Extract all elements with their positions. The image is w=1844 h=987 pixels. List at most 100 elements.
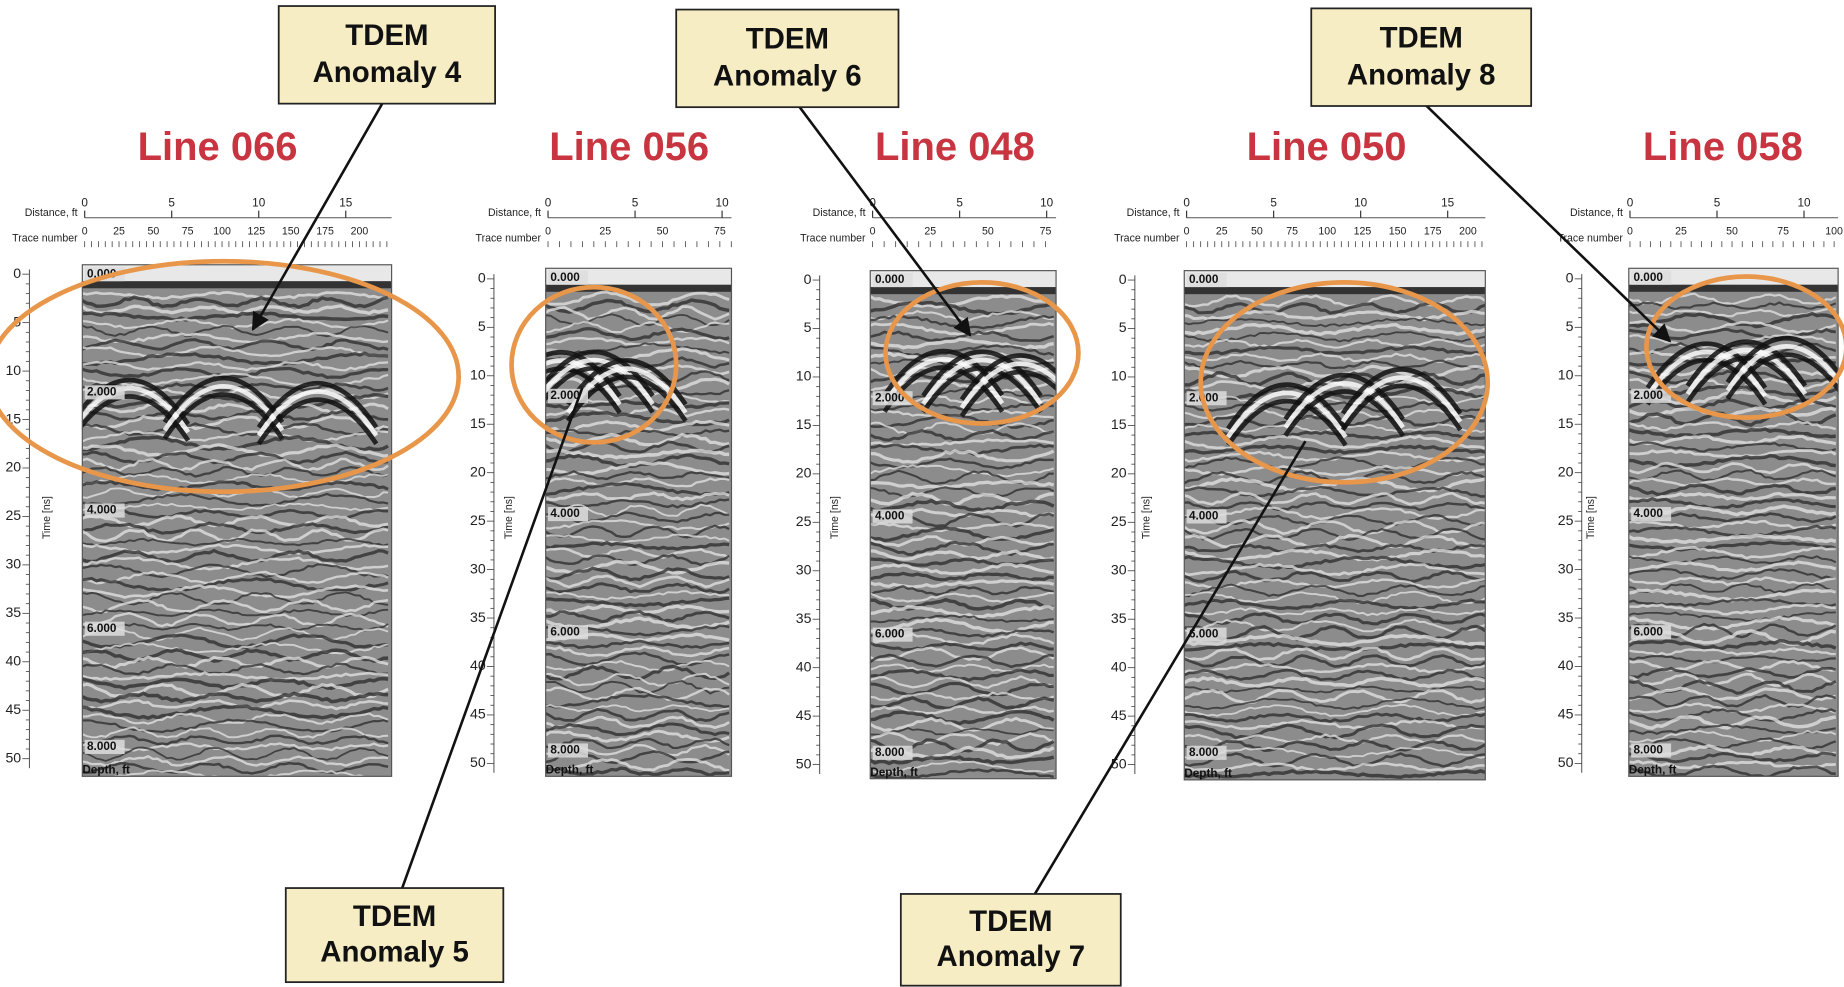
trace-tick-label: 75 (714, 226, 726, 238)
depth-tick-label: 4.000 (1189, 510, 1219, 523)
distance-tick-label: 5 (168, 197, 175, 210)
distance-tick-label: 10 (716, 197, 730, 210)
depth-tick-label: 4.000 (875, 510, 905, 523)
time-tick-label: 25 (1111, 513, 1127, 529)
line-title: Line 056 (549, 125, 709, 169)
time-tick-label: 0 (1119, 271, 1127, 287)
time-tick-label: 15 (470, 415, 486, 431)
trace-label: Trace number (12, 233, 78, 245)
time-tick-label: 40 (5, 653, 21, 669)
time-tick-label: 20 (796, 465, 812, 481)
distance-label: Distance, ft (488, 207, 541, 219)
depth-tick-label: 6.000 (1633, 625, 1663, 638)
time-tick-label: 10 (470, 367, 486, 383)
time-tick-label: 45 (1111, 707, 1127, 723)
distance-label: Distance, ft (813, 207, 866, 219)
callout-text: Anomaly 6 (713, 60, 862, 93)
trace-tick-label: 0 (870, 226, 876, 238)
distance-label: Distance, ft (25, 207, 78, 219)
time-tick-label: 50 (5, 749, 21, 765)
trace-tick-label: 100 (1825, 226, 1843, 238)
figure: Line 066Distance, ft051015Trace number02… (0, 0, 1844, 987)
trace-tick-label: 25 (1216, 226, 1228, 238)
distance-tick-label: 5 (1714, 197, 1721, 210)
callout-text: Anomaly 7 (936, 940, 1085, 973)
time-tick-label: 20 (1111, 465, 1127, 481)
time-tick-label: 10 (796, 368, 812, 384)
time-tick-label: 5 (1119, 319, 1127, 335)
distance-tick-label: 0 (1627, 197, 1634, 210)
depth-tick-label: 4.000 (550, 507, 580, 520)
callout-text: TDEM (1380, 21, 1463, 54)
time-tick-label: 25 (1558, 512, 1574, 528)
time-tick-label: 40 (796, 658, 812, 674)
trace-tick-label: 100 (1318, 226, 1336, 238)
depth-tick-label: 2.000 (1633, 389, 1663, 402)
time-tick-label: 10 (1558, 367, 1574, 383)
depth-label: Depth, ft (546, 764, 594, 777)
distance-label: Distance, ft (1570, 207, 1623, 219)
callout-text: Anomaly 4 (313, 56, 462, 89)
trace-tick-label: 200 (351, 226, 369, 238)
trace-tick-label: 25 (113, 226, 125, 238)
depth-label: Depth, ft (1184, 767, 1232, 780)
depth-tick-label: 6.000 (87, 622, 117, 635)
trace-label: Trace number (476, 233, 542, 245)
distance-tick-label: 15 (339, 197, 353, 210)
callout-text: Anomaly 5 (320, 936, 469, 969)
trace-label: Trace number (1114, 233, 1180, 245)
time-tick-label: 35 (1111, 610, 1127, 626)
trace-tick-label: 50 (982, 226, 994, 238)
direct-wave-dark (1184, 287, 1485, 294)
time-tick-label: 30 (1111, 561, 1127, 577)
distance-tick-label: 5 (1270, 197, 1277, 210)
depth-tick-label: 2.000 (550, 389, 580, 402)
time-tick-label: 40 (1558, 657, 1574, 673)
time-tick-label: 30 (796, 561, 812, 577)
depth-tick-label: 0.000 (1633, 271, 1663, 284)
radargram (870, 271, 1079, 779)
depth-tick-label: 8.000 (1633, 744, 1663, 757)
time-tick-label: 25 (470, 512, 486, 528)
time-tick-label: 0 (1566, 270, 1574, 286)
distance-tick-label: 15 (1441, 197, 1455, 210)
time-tick-label: 0 (804, 271, 812, 287)
distance-tick-label: 0 (81, 197, 88, 210)
callout-text: TDEM (345, 19, 428, 52)
radargram (71, 265, 392, 780)
trace-tick-label: 175 (316, 226, 334, 238)
time-tick-label: 50 (470, 754, 486, 770)
trace-label: Trace number (800, 233, 866, 245)
time-tick-label: 40 (1111, 658, 1127, 674)
direct-wave-dark (82, 281, 391, 288)
radargram (502, 268, 731, 776)
time-tick-label: 5 (478, 318, 486, 334)
trace-tick-label: 75 (1286, 226, 1298, 238)
time-label: Time [ns] (503, 496, 515, 539)
depth-tick-label: 4.000 (87, 504, 117, 517)
time-tick-label: 50 (796, 755, 812, 771)
time-tick-label: 20 (5, 459, 21, 475)
trace-tick-label: 100 (213, 226, 231, 238)
time-label: Time [ns] (1585, 496, 1597, 539)
trace-tick-label: 50 (1726, 226, 1738, 238)
distance-tick-label: 10 (1797, 197, 1811, 210)
callout-text: TDEM (353, 900, 436, 933)
callout-text: Anomaly 8 (1347, 58, 1496, 91)
trace-tick-label: 0 (82, 226, 88, 238)
time-tick-label: 15 (796, 416, 812, 432)
time-tick-label: 10 (5, 362, 21, 378)
line-title: Line 048 (875, 125, 1035, 169)
line-title: Line 066 (138, 125, 298, 169)
trace-tick-label: 50 (1251, 226, 1263, 238)
trace-tick-label: 75 (182, 226, 194, 238)
time-tick-label: 45 (796, 707, 812, 723)
depth-tick-label: 4.000 (1633, 507, 1663, 520)
distance-tick-label: 0 (1183, 197, 1190, 210)
time-tick-label: 45 (470, 706, 486, 722)
time-tick-label: 30 (1558, 560, 1574, 576)
time-tick-label: 35 (5, 604, 21, 620)
trace-tick-label: 75 (1777, 226, 1789, 238)
radargram (1184, 271, 1485, 780)
time-tick-label: 5 (804, 319, 812, 335)
